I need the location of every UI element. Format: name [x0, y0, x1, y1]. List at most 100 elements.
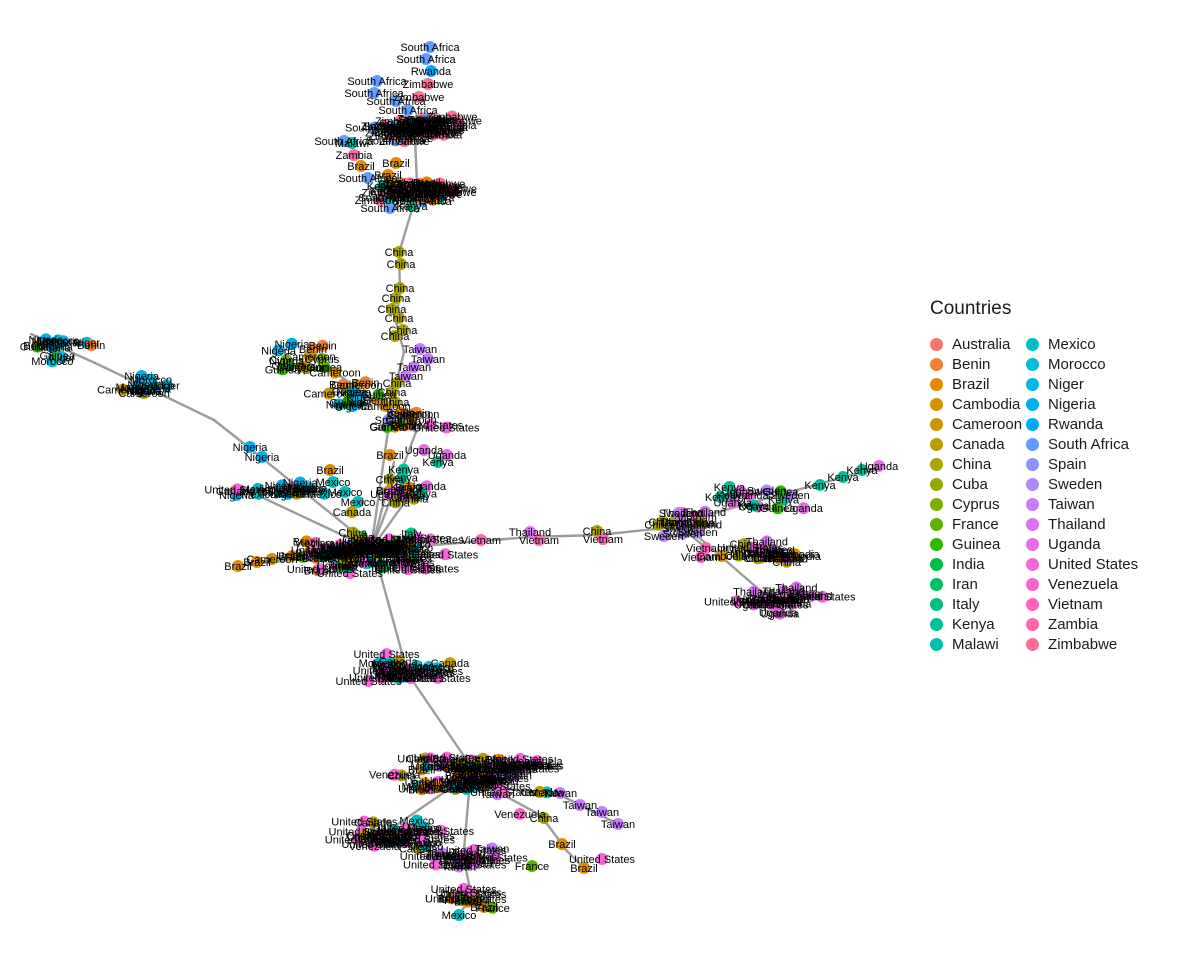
node-label-vietnam: Vietnam — [320, 540, 360, 552]
graph-node-brazil — [390, 157, 402, 169]
graph-node-mexico — [318, 487, 331, 500]
graph-node-mexico — [430, 662, 443, 675]
node-label-mexico: Mexico — [241, 484, 276, 496]
node-label-united-states: United States — [408, 826, 475, 838]
node-label-taiwan: Taiwan — [459, 858, 493, 870]
node-label-united-states: United States — [378, 673, 445, 685]
node-label-zambia: Zambia — [371, 126, 409, 138]
node-label-canada: Canada — [216, 486, 255, 498]
edge-layer — [29, 133, 882, 916]
node-label-brazil: Brazil — [224, 561, 252, 573]
legend-item-cuba: Cuba — [930, 474, 1022, 494]
node-label-morocco: Morocco — [410, 668, 452, 680]
node-label-nigeria: Nigeria — [233, 442, 269, 454]
graph-node-kenya — [837, 471, 849, 483]
node-label-united-states: United States — [471, 764, 538, 776]
node-label-france: France — [475, 903, 509, 915]
node-label-united-states: United States — [446, 774, 513, 786]
graph-node-brazil — [382, 169, 394, 181]
node-label-kenya: Kenya — [385, 556, 417, 568]
node-label-zimbabwe: Zimbabwe — [395, 179, 446, 191]
legend-label-kenya: Kenya — [952, 615, 995, 633]
legend-item-venezuela: Venezuela — [1026, 574, 1138, 594]
graph-node-taiwan — [408, 361, 420, 373]
node-label-china: China — [338, 528, 368, 540]
node-label-mexico: Mexico — [529, 787, 564, 799]
legend-swatch-thailand — [1026, 517, 1040, 531]
graph-node-cameroon — [323, 387, 336, 400]
graph-node-united-states — [449, 761, 462, 774]
node-label-brazil: Brazil — [376, 485, 404, 497]
node-label-south-africa: South Africa — [378, 181, 438, 193]
graph-node-brazil — [286, 550, 298, 562]
node-label-brazil: Brazil — [438, 893, 466, 905]
graph-node-south-africa — [362, 172, 374, 184]
node-label-mexico: Mexico — [408, 841, 443, 853]
graph-node-venezuela — [514, 808, 526, 820]
node-label-zimbabwe: Zimbabwe — [411, 187, 462, 199]
node-label-united-states: United States — [341, 540, 408, 552]
node-label-uganda: Uganda — [739, 502, 778, 514]
node-label-india: India — [350, 532, 375, 544]
legend-swatch-canada — [930, 437, 943, 451]
node-label-rwanda: Rwanda — [411, 66, 452, 78]
graph-node-kenya — [814, 479, 826, 491]
node-label-zimbabwe: Zimbabwe — [394, 119, 445, 131]
node-label-united-states: United States — [366, 554, 433, 566]
graph-node-china — [394, 282, 406, 294]
legend-label-cambodia: Cambodia — [952, 395, 1021, 413]
graph-node-united-states — [431, 671, 444, 684]
graph-node-benin — [316, 339, 329, 352]
graph-edge — [558, 793, 620, 826]
node-label-united-states: United States — [727, 545, 794, 557]
graph-node-sweden — [657, 530, 670, 543]
node-label-guinea: Guinea — [760, 503, 796, 515]
node-label-iran: Iran — [357, 543, 376, 555]
graph-node-thailand — [524, 526, 536, 538]
graph-node-brazil — [344, 549, 357, 562]
legend-label-taiwan: Taiwan — [1048, 495, 1095, 513]
node-label-cameroon: Cameroon — [359, 401, 410, 413]
legend-columns: Australia Benin Brazil Cambodia Cameroon Cana… — [930, 334, 1198, 654]
node-label-china: China — [385, 313, 415, 325]
node-label-niger: Niger — [74, 338, 101, 350]
node-label-united-states: United States — [397, 420, 464, 432]
graph-node-brazil — [420, 176, 433, 189]
node-label-china: China — [389, 554, 419, 566]
node-label-united-states: United States — [375, 562, 442, 574]
node-label-uganda: Uganda — [344, 557, 383, 569]
node-label-china: China — [394, 539, 424, 551]
node-label-sweden: Sweden — [662, 523, 702, 535]
node-label-kenya: Kenya — [714, 482, 746, 494]
node-label-brazil: Brazil — [395, 184, 423, 196]
graph-node-vietnam — [533, 534, 545, 546]
legend-label-sweden: Sweden — [1048, 475, 1103, 493]
node-label-cyprus: Cyprus — [289, 363, 324, 375]
node-label-united-states: United States — [308, 549, 375, 561]
graph-node-uganda — [873, 460, 885, 472]
node-label-brazil: Brazil — [408, 764, 436, 776]
node-label-zimbabwe: Zimbabwe — [365, 128, 416, 140]
node-label-mexico: Mexico — [373, 664, 408, 676]
graph-node-mexico — [410, 659, 423, 672]
node-label-sweden: Sweden — [747, 486, 787, 498]
legend-label-brazil: Brazil — [952, 375, 990, 393]
node-label-south-africa: South Africa — [409, 122, 469, 134]
graph-node-china — [391, 377, 403, 389]
graph-node-nigeria — [274, 485, 287, 498]
graph-node-vietnam — [597, 533, 609, 545]
node-label-china: China — [381, 331, 411, 343]
node-label-mexico: Mexico — [439, 783, 474, 795]
node-label-united-states: United States — [204, 484, 271, 496]
node-label-south-africa: South Africa — [387, 184, 447, 196]
node-label-south-africa: South Africa — [380, 124, 440, 136]
node-label-south-africa: South Africa — [366, 96, 426, 108]
legend-swatch-malawi — [930, 637, 943, 651]
node-label-canada: Canada — [311, 548, 350, 560]
node-label-benin: Benin — [391, 420, 419, 432]
node-label-taiwan: Taiwan — [445, 763, 479, 775]
node-label-mexico: Mexico — [398, 543, 433, 555]
node-label-france: France — [380, 538, 414, 550]
node-label-spain: Spain — [375, 415, 403, 427]
node-label-kenya: Kenya — [368, 542, 400, 554]
